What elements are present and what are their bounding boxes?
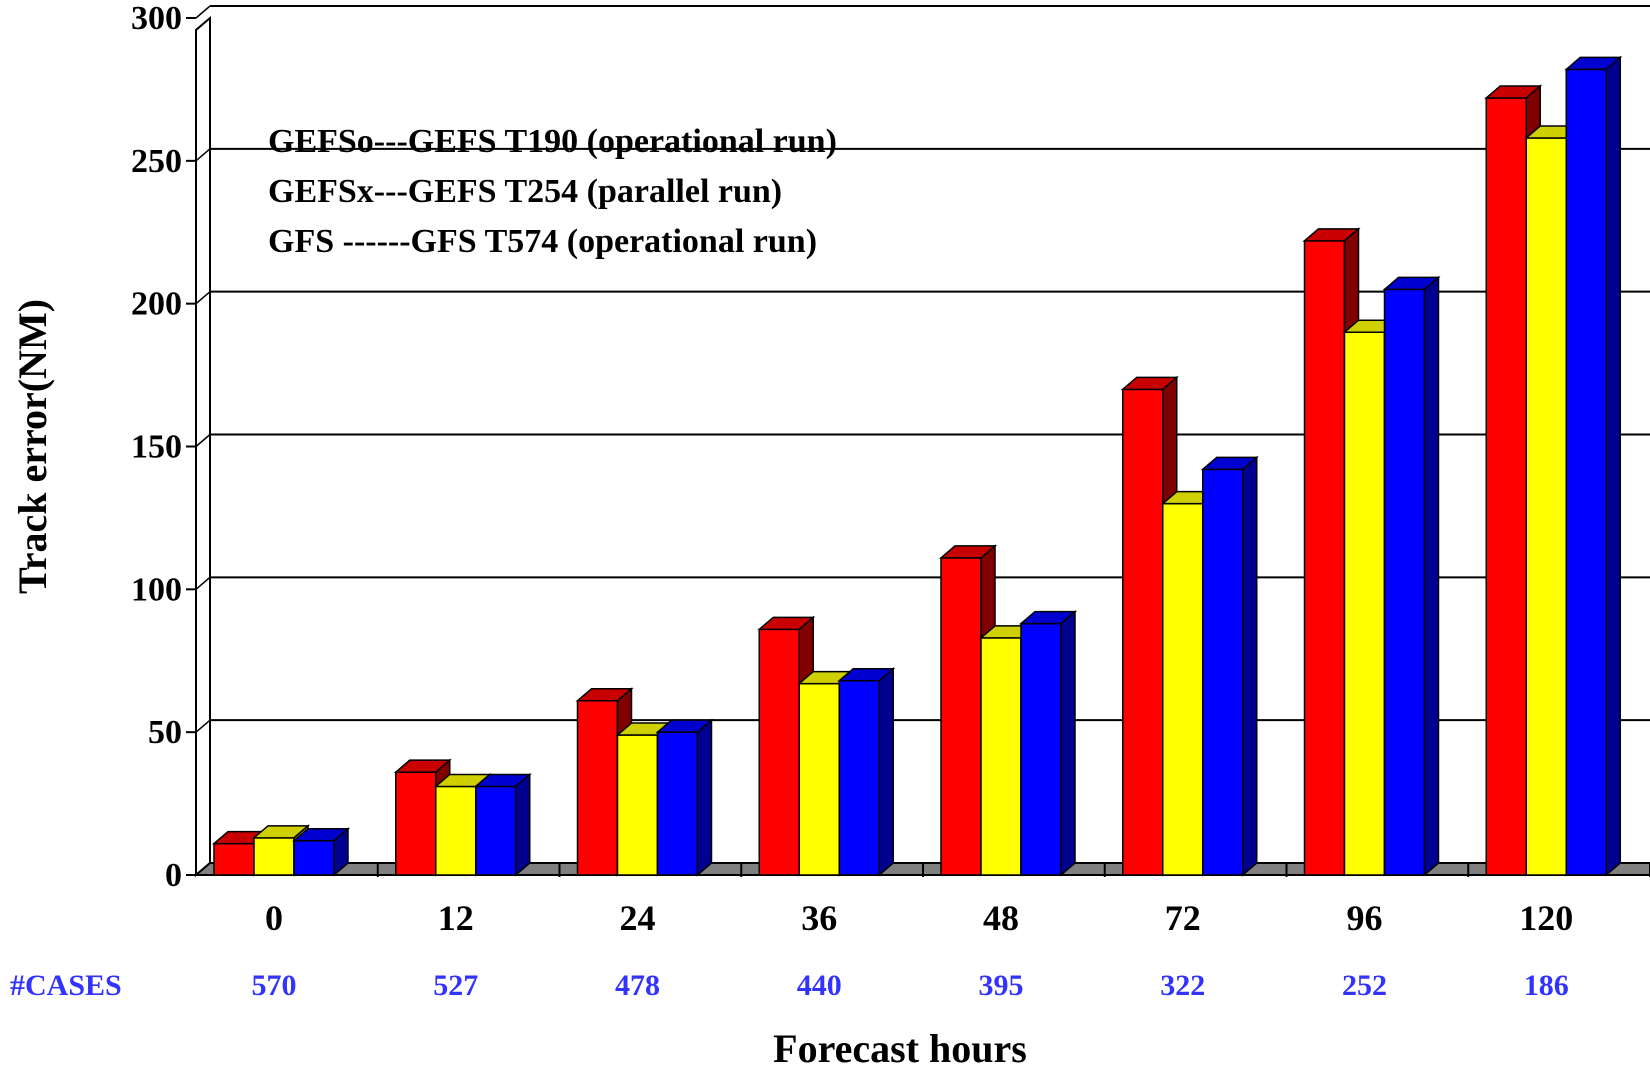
bar — [1383, 288, 1426, 876]
y-axis-title: Track error(NM) — [10, 299, 55, 594]
legend-text: GEFSo---GEFS T190 (operational run) — [268, 123, 837, 160]
y-tick-label: 250 — [131, 143, 182, 180]
cases-value: 570 — [252, 969, 297, 1002]
bar — [1202, 468, 1244, 876]
cases-label: #CASES — [10, 969, 122, 1002]
x-tick-label: 24 — [620, 898, 656, 938]
bar — [1525, 137, 1567, 876]
y-tick-label: 300 — [131, 0, 182, 37]
y-tick-label: 0 — [165, 857, 182, 894]
bar-side — [1423, 275, 1440, 877]
bar — [475, 785, 517, 876]
bar — [616, 734, 659, 876]
legend-text: GFS ------GFS T574 (operational run) — [268, 223, 817, 260]
bar-side — [333, 827, 349, 877]
y-tick-depth — [195, 433, 211, 448]
bar — [656, 731, 699, 876]
cases-value: 527 — [433, 969, 478, 1002]
x-tick-label: 0 — [265, 898, 283, 938]
bar — [1303, 240, 1346, 876]
bar — [758, 628, 800, 876]
bar — [253, 837, 295, 876]
bar — [395, 771, 437, 876]
bar — [1162, 502, 1204, 876]
bar-side — [696, 718, 713, 877]
y-tick-depth — [195, 291, 211, 305]
legend-text: GEFSx---GEFS T254 (parallel run) — [268, 173, 782, 210]
bar-side — [515, 772, 531, 877]
y-tick-label: 150 — [131, 429, 182, 466]
bar-side — [1605, 55, 1621, 877]
bar — [1122, 388, 1164, 876]
cases-value: 252 — [1342, 969, 1387, 1002]
y-tick-depth — [195, 5, 211, 19]
y-tick-depth — [195, 719, 211, 733]
bar — [293, 839, 335, 876]
y-tick-depth — [195, 148, 211, 162]
x-axis-title: Forecast hours — [773, 1026, 1027, 1071]
bar — [576, 699, 619, 876]
bar — [1020, 622, 1062, 876]
x-tick-label: 120 — [1519, 898, 1573, 938]
bar — [798, 682, 840, 876]
bar — [1565, 68, 1607, 876]
y-tick-label: 200 — [131, 286, 182, 323]
bar — [435, 785, 477, 876]
y-tick-label: 100 — [131, 571, 182, 608]
bar — [1485, 97, 1527, 876]
x-tick-label: 48 — [983, 898, 1019, 938]
cases-value: 440 — [797, 969, 842, 1002]
left-wall — [195, 15, 211, 878]
bar-side — [1060, 609, 1076, 877]
x-tick-label: 12 — [438, 898, 474, 938]
cases-value: 478 — [615, 969, 660, 1002]
cases-value: 322 — [1160, 969, 1205, 1002]
bar — [838, 679, 880, 876]
bar — [1343, 331, 1386, 876]
cases-value: 186 — [1524, 969, 1569, 1002]
bar — [213, 842, 255, 876]
cases-value: 395 — [979, 969, 1024, 1002]
bar — [940, 557, 982, 876]
x-tick-label: 36 — [801, 898, 837, 938]
bar — [980, 637, 1022, 876]
bar-side — [878, 667, 894, 877]
y-tick-label: 50 — [148, 714, 182, 751]
y-tick-depth — [195, 576, 211, 590]
x-tick-label: 72 — [1165, 898, 1201, 938]
bar-side — [1242, 455, 1258, 877]
x-tick-label: 96 — [1347, 898, 1383, 938]
